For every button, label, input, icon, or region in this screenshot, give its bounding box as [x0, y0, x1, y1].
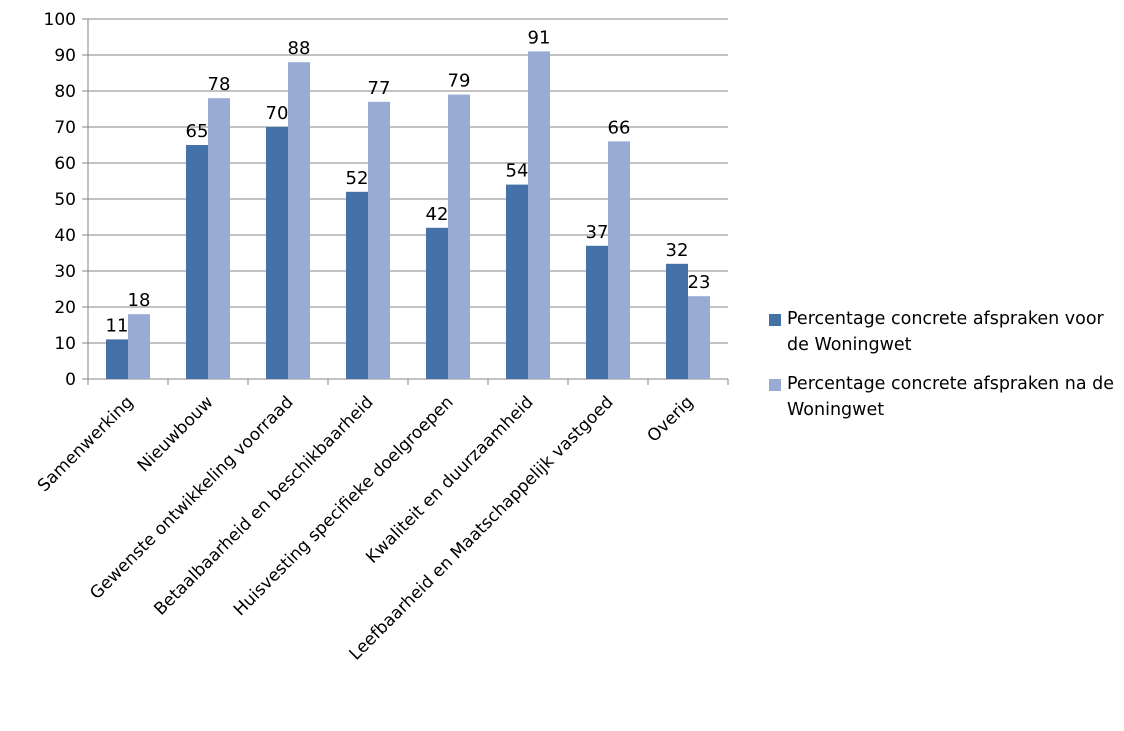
data-label-series-1-cat-1: 11 — [106, 315, 129, 336]
data-label-series-1-cat-4: 52 — [346, 168, 369, 189]
data-label-series-1-cat-2: 65 — [186, 121, 209, 142]
bar-series-1-cat-2 — [186, 145, 208, 379]
data-label-series-1-cat-7: 37 — [586, 222, 609, 243]
x-category-label-8: Overig — [644, 392, 698, 446]
bar-series-1-cat-7 — [586, 245, 608, 379]
bar-series-1-cat-1 — [106, 339, 128, 379]
y-tick-label-80: 80 — [54, 82, 76, 102]
data-label-series-2-cat-7: 66 — [608, 117, 631, 138]
y-tick-label-10: 10 — [54, 334, 76, 354]
bar-series-2-cat-7 — [608, 141, 630, 379]
gridlines — [88, 18, 728, 344]
bar-series-1-cat-3 — [266, 127, 288, 379]
data-label-series-2-cat-2: 78 — [208, 74, 231, 95]
y-tick-label-30: 30 — [54, 262, 76, 282]
bar-series-2-cat-1 — [128, 314, 150, 379]
y-tick-label-0: 0 — [65, 370, 76, 390]
bar-series-1-cat-6 — [506, 184, 528, 379]
data-label-series-2-cat-5: 79 — [448, 71, 471, 92]
y-tick-label-20: 20 — [54, 298, 76, 318]
bars — [106, 51, 710, 380]
bar-series-2-cat-4 — [368, 101, 390, 380]
x-category-label-6: Kwaliteit en duurzaamheid — [362, 392, 537, 567]
legend-label-series-1: Percentage concrete afspraken voor de Wo… — [787, 309, 1104, 355]
data-label-series-2-cat-6: 91 — [528, 27, 551, 48]
y-tick-label-40: 40 — [54, 226, 76, 246]
legend: Percentage concrete afspraken voor de Wo… — [769, 306, 1119, 436]
data-label-series-1-cat-6: 54 — [506, 161, 529, 182]
bar-series-2-cat-6 — [528, 51, 550, 380]
data-label-series-2-cat-1: 18 — [128, 290, 151, 311]
x-category-label-1: Samenwerking — [34, 392, 138, 496]
data-label-series-2-cat-8: 23 — [688, 272, 711, 293]
legend-item-series-2: Percentage concrete afspraken na de Woni… — [769, 371, 1119, 423]
bar-series-2-cat-5 — [448, 94, 470, 379]
y-tick-label-60: 60 — [54, 154, 76, 174]
axes — [82, 18, 729, 385]
legend-swatch-series-2 — [769, 379, 781, 391]
bar-series-2-cat-3 — [288, 62, 310, 379]
bar-series-1-cat-5 — [426, 227, 448, 379]
y-tick-label-100: 100 — [44, 10, 76, 30]
y-tick-label-70: 70 — [54, 118, 76, 138]
legend-swatch-series-1 — [769, 314, 781, 326]
y-axis-ticks: 0 10 20 30 40 50 60 70 80 90 100 — [44, 10, 76, 390]
data-label-series-2-cat-3: 88 — [288, 38, 311, 59]
y-tick-label-90: 90 — [54, 46, 76, 66]
data-label-series-1-cat-8: 32 — [666, 240, 689, 261]
bar-series-2-cat-8 — [688, 296, 710, 379]
data-label-series-1-cat-5: 42 — [426, 204, 449, 225]
bar-series-1-cat-4 — [346, 191, 368, 379]
data-label-series-1-cat-3: 70 — [266, 103, 289, 124]
legend-label-series-2: Percentage concrete afspraken na de Woni… — [787, 374, 1115, 420]
legend-item-series-1: Percentage concrete afspraken voor de Wo… — [769, 306, 1119, 358]
bar-series-2-cat-2 — [208, 98, 230, 379]
bar-series-1-cat-8 — [666, 263, 688, 379]
y-tick-label-50: 50 — [54, 190, 76, 210]
data-labels: 11 65 70 52 42 54 37 32 18 78 88 77 79 91 66 23 — [106, 27, 711, 336]
x-category-label-2: Nieuwbouw — [134, 392, 218, 476]
data-label-series-2-cat-4: 77 — [368, 78, 391, 99]
